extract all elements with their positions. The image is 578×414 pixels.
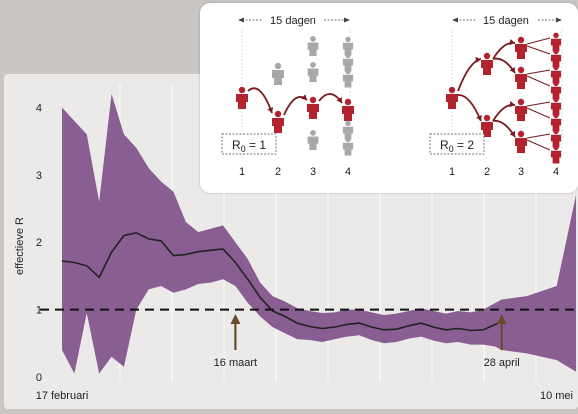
- person-icon: [515, 130, 527, 153]
- r0-value-right: R0 = 2: [440, 138, 474, 154]
- transmission-arrow: [283, 96, 308, 116]
- r0-illustration: 15 dagen R0 = 1 1 2 3 4 15 dagen: [221, 15, 563, 178]
- x-tick-label: 17 februari: [36, 390, 89, 402]
- y-axis-ticks: 0 1 2 3 4: [36, 102, 42, 384]
- arrowhead-left: [238, 17, 244, 23]
- person-icon: [515, 66, 527, 89]
- person-icon: [342, 136, 354, 156]
- person-icon: [550, 64, 562, 84]
- person-icon: [307, 96, 319, 119]
- transmission-line: [526, 69, 551, 75]
- y-tick-label: 2: [36, 237, 42, 249]
- period-label-left: 15 dagen: [270, 15, 316, 27]
- arrowhead-right: [344, 17, 350, 23]
- estimate-line-group: [61, 231, 503, 332]
- y-tick-label: 1: [36, 305, 42, 317]
- generation-label: 2: [275, 166, 281, 178]
- person-icon: [342, 36, 354, 56]
- transmission-line: [526, 101, 551, 107]
- confidence-band: [62, 94, 576, 374]
- annotations: 16 maart 28 april: [214, 314, 520, 369]
- transmission-line: [526, 45, 551, 55]
- people-right: [446, 32, 562, 164]
- person-icon: [550, 144, 562, 164]
- x-tick-label: 10 mei: [540, 390, 573, 402]
- person-icon: [272, 110, 284, 133]
- r0-2-panel: 15 dagen R0 = 2 1 2 3 4: [429, 15, 563, 178]
- r0-inset: 15 dagen R0 = 1 1 2 3 4 15 dagen: [200, 3, 578, 193]
- generation-label: 1: [239, 166, 245, 178]
- annotation-label: 28 april: [484, 357, 520, 369]
- person-icon: [307, 130, 319, 150]
- person-icon: [515, 36, 527, 59]
- person-icon: [481, 52, 493, 75]
- period-label-right: 15 dagen: [483, 15, 529, 27]
- person-icon: [342, 120, 354, 140]
- transmission-arrow: [492, 103, 516, 122]
- y-tick-label: 0: [36, 372, 42, 384]
- r0-box-right: [429, 133, 485, 155]
- transmission-arrow: [492, 41, 516, 60]
- transmission-arrow: [457, 58, 482, 92]
- r0-1-panel: 15 dagen R0 = 1 1 2 3 4: [221, 15, 354, 178]
- r0-value-left: R0 = 1: [232, 138, 266, 154]
- transmission-arrow: [247, 87, 273, 114]
- person-icon: [481, 114, 493, 137]
- person-icon: [515, 98, 527, 121]
- person-icon: [236, 86, 248, 109]
- person-icon: [272, 62, 284, 85]
- person-icon: [550, 112, 562, 132]
- annotation-28-april: 28 april: [484, 314, 520, 369]
- person-icon: [342, 68, 354, 88]
- person-icon: [550, 80, 562, 100]
- generation-label: 4: [345, 166, 351, 178]
- person-icon: [342, 52, 354, 72]
- person-icon: [550, 128, 562, 148]
- person-icon: [342, 98, 354, 121]
- transmission-arrow: [318, 93, 343, 104]
- transmission-line: [526, 139, 551, 151]
- people-left: [236, 36, 354, 156]
- y-tick-label: 4: [36, 102, 42, 114]
- generation-label: 4: [553, 166, 559, 178]
- person-icon: [550, 48, 562, 68]
- person-icon: [307, 36, 319, 56]
- transmission-line: [526, 75, 551, 87]
- x-axis-ticks: 17 februari 10 mei: [36, 390, 573, 402]
- generation-label: 3: [518, 166, 524, 178]
- generation-label: 1: [449, 166, 455, 178]
- annotation-label: 16 maart: [214, 357, 257, 369]
- y-tick-label: 3: [36, 170, 42, 182]
- r0-box-left: [221, 133, 277, 155]
- y-axis-label: effectieve R: [14, 217, 26, 275]
- person-icon: [446, 86, 458, 109]
- person-icon: [550, 32, 562, 52]
- transmission-line: [526, 107, 551, 119]
- generation-label: 2: [484, 166, 490, 178]
- person-icon: [550, 96, 562, 116]
- transmission-line: [526, 133, 551, 139]
- generation-label: 3: [310, 166, 316, 178]
- confidence-band-area: [62, 94, 576, 374]
- arrowhead-right: [556, 17, 562, 23]
- arrowhead-left: [452, 17, 458, 23]
- transmission-line: [526, 37, 551, 45]
- person-icon: [307, 62, 319, 82]
- annotation-16-maart: 16 maart: [214, 314, 257, 369]
- estimate-line: [61, 231, 503, 332]
